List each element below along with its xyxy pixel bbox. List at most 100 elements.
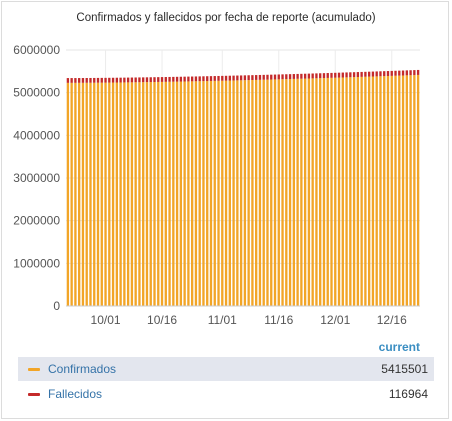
x-tick-label: 11/01 — [208, 313, 237, 327]
confirmados-bar — [413, 75, 416, 307]
fallecidos-bar — [277, 74, 280, 80]
confirmados-bar — [292, 78, 296, 306]
confirmados-bar — [228, 80, 231, 306]
fallecidos-bar — [311, 73, 314, 79]
confirmados-bar — [179, 81, 183, 306]
fallecidos-bar — [296, 73, 299, 79]
confirmados-bar — [119, 82, 122, 307]
confirmados-bar — [258, 79, 262, 306]
confirmados-bar — [386, 75, 390, 307]
fallecidos-bar — [198, 76, 201, 82]
bar-chart: 0 1000000 2000000 3000000 4000000 5000000 6000… — [13, 43, 420, 327]
confirmados-bar — [89, 82, 92, 306]
confirmados-bar — [330, 77, 333, 307]
confirmados-bar — [74, 82, 77, 306]
confirmados-bar — [134, 82, 137, 306]
fallecidos-bar — [394, 70, 397, 76]
fallecidos-bar — [386, 71, 390, 76]
y-tick-label: 5000000 — [13, 86, 60, 100]
fallecidos-bar — [326, 73, 329, 78]
confirmados-bar — [337, 77, 341, 306]
confirmados-bar — [243, 80, 247, 306]
fallecidos-bar — [266, 74, 269, 80]
fallecidos-bar — [285, 74, 288, 80]
legend-value: 5415501 — [381, 362, 428, 376]
confirmados-bar — [334, 77, 337, 306]
fallecidos-bar — [85, 77, 88, 83]
fallecidos-bar — [281, 74, 284, 80]
fallecidos-bar — [243, 75, 247, 81]
confirmados-bar — [375, 76, 378, 306]
fallecidos-bar — [360, 71, 363, 77]
fallecidos-bar — [258, 74, 262, 80]
fallecidos-bar — [115, 77, 119, 83]
y-tick-label: 0 — [53, 299, 60, 313]
confirmados-bar — [157, 81, 160, 307]
fallecidos-bar — [130, 77, 134, 83]
legend-value: 116964 — [388, 387, 428, 401]
confirmados-bar — [322, 78, 326, 306]
confirmados-bar — [126, 82, 130, 306]
legend-item-fallecidos[interactable]: Fallecidos 116964 — [18, 382, 434, 406]
legend-item-confirmados[interactable]: Confirmados 5415501 — [18, 357, 434, 381]
fallecidos-bar — [292, 74, 296, 79]
confirmados-swatch — [28, 367, 40, 371]
confirmados-bar — [379, 76, 382, 307]
confirmados-bar — [281, 79, 284, 306]
fallecidos-bar — [416, 69, 420, 75]
fallecidos-bar — [334, 72, 337, 78]
y-tick-label: 4000000 — [13, 128, 60, 142]
fallecidos-bar — [179, 76, 183, 82]
confirmados-bar — [277, 79, 280, 306]
fallecidos-bar — [209, 76, 213, 81]
confirmados-bar — [303, 78, 307, 306]
confirmados-bar — [232, 80, 235, 306]
fallecidos-bar — [217, 75, 220, 81]
confirmados-bar — [352, 77, 356, 307]
confirmados-bar — [405, 75, 408, 306]
fallecidos-bar — [187, 76, 190, 82]
fallecidos-bar — [126, 77, 130, 83]
confirmados-bar — [341, 77, 344, 306]
confirmados-bar — [311, 78, 314, 307]
fallecidos-bar — [319, 73, 322, 79]
fallecidos-bar — [123, 77, 126, 83]
fallecidos-bar — [239, 75, 243, 81]
confirmados-bar — [401, 75, 405, 306]
fallecidos-bar — [352, 72, 356, 78]
confirmados-bar — [153, 82, 156, 306]
confirmados-bar — [236, 80, 239, 306]
confirmados-bar — [168, 81, 171, 306]
confirmados-bar — [206, 81, 209, 306]
fallecidos-bar — [232, 75, 235, 81]
confirmados-bar — [307, 78, 311, 306]
confirmados-bar — [360, 76, 363, 307]
fallecidos-bar — [345, 72, 348, 78]
fallecidos-bar — [367, 71, 371, 77]
confirmados-bar — [104, 82, 107, 306]
confirmados-bar — [85, 82, 88, 306]
fallecidos-bar — [262, 74, 265, 80]
confirmados-bar — [111, 82, 115, 306]
confirmados-bar — [364, 76, 367, 306]
confirmados-bar — [209, 80, 213, 306]
fallecidos-bar — [138, 77, 141, 83]
confirmados-bar — [66, 82, 70, 306]
confirmados-bar — [142, 82, 145, 306]
fallecidos-bar — [288, 74, 292, 80]
x-tick-label: 11/16 — [264, 313, 293, 327]
fallecidos-bar — [145, 77, 149, 83]
confirmados-bar — [145, 82, 149, 307]
fallecidos-bar — [300, 73, 303, 79]
confirmados-bar — [409, 75, 412, 306]
confirmados-bar — [100, 82, 103, 306]
fallecidos-bar — [273, 74, 277, 80]
fallecidos-bar — [247, 75, 250, 81]
confirmados-bar — [78, 82, 81, 307]
fallecidos-bar — [213, 76, 216, 81]
fallecidos-bar — [379, 71, 382, 77]
fallecidos-bar — [142, 77, 145, 83]
fallecidos-bar — [398, 70, 401, 76]
confirmados-bar — [390, 75, 393, 306]
